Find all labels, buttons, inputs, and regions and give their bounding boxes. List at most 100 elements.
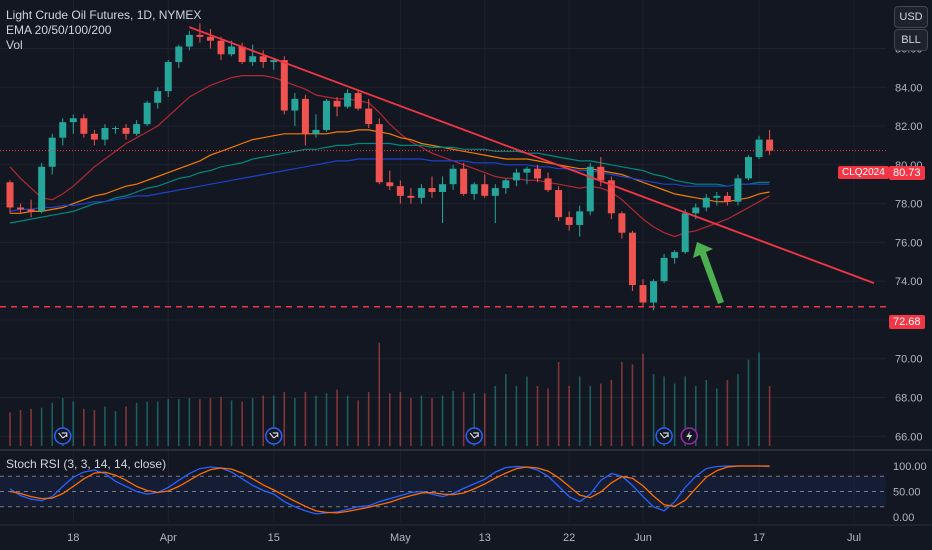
- volume-bar: [452, 390, 454, 446]
- candle-body: [439, 184, 447, 192]
- candle-body: [270, 60, 278, 63]
- candle-body: [6, 182, 14, 208]
- candle-body: [27, 209, 35, 212]
- candle-body: [228, 46, 236, 55]
- symbol-title[interactable]: Light Crude Oil Futures, 1D, NYMEX: [6, 8, 202, 22]
- candle-body: [122, 127, 130, 134]
- candle-body: [143, 102, 151, 125]
- candle-body: [196, 34, 204, 37]
- time-tick-label: 22: [563, 532, 575, 544]
- price-tick-label: 78.00: [895, 199, 923, 211]
- time-tick-label: May: [390, 532, 411, 544]
- volume-bar: [431, 398, 433, 446]
- unit-button[interactable]: BLL: [894, 29, 928, 51]
- volume-bar: [600, 383, 602, 446]
- event-markers[interactable]: [54, 427, 698, 445]
- volume-bar: [262, 395, 264, 446]
- volume-bar: [758, 352, 760, 446]
- candles: [6, 23, 774, 311]
- volume-bar: [589, 386, 592, 446]
- candle-body: [766, 139, 774, 151]
- volume-bar: [389, 393, 391, 446]
- candle-body: [734, 178, 742, 202]
- candle-body: [502, 180, 510, 189]
- volume-bar: [9, 412, 11, 446]
- candle-body: [407, 195, 415, 198]
- volume-bar: [167, 399, 170, 446]
- candle-body: [639, 285, 647, 303]
- lightning-glyph: [686, 431, 693, 441]
- candle-body: [428, 188, 436, 192]
- volume-bar: [72, 401, 75, 446]
- candle-body: [512, 172, 520, 181]
- volume-bar: [663, 376, 665, 446]
- event-glyph: [659, 432, 669, 439]
- event-glyph: [269, 432, 279, 439]
- candle-body: [491, 188, 499, 196]
- stoch-rsi-label[interactable]: Stoch RSI (3, 3, 14, 14, close): [6, 457, 167, 471]
- candle-body: [164, 62, 172, 92]
- volume-bar: [410, 398, 412, 446]
- ema-line-ema200: [9, 158, 770, 212]
- volume-bar: [51, 402, 53, 446]
- stoch-rsi-pane[interactable]: 100.00 50.00 0.00: [0, 461, 927, 524]
- candle-body: [660, 257, 668, 282]
- price-tick-label: 76.00: [895, 237, 923, 249]
- candle-body: [185, 34, 193, 47]
- volume-bar: [462, 392, 465, 446]
- event-glyph: [58, 432, 68, 439]
- volume-bar: [93, 410, 96, 446]
- candle-body: [449, 168, 457, 185]
- candle-body: [534, 168, 541, 179]
- candle-body: [59, 122, 67, 138]
- candle-body: [80, 118, 88, 134]
- candle-body: [249, 56, 257, 63]
- ema-line-ema20: [9, 75, 770, 238]
- volume-bar: [399, 392, 402, 446]
- candle-body: [301, 98, 309, 134]
- volume-bar: [283, 392, 286, 446]
- drawing-overlays[interactable]: [0, 26, 886, 308]
- candle-body: [112, 127, 119, 129]
- volume-bar: [220, 396, 222, 446]
- volume-bar: [156, 401, 159, 446]
- candle-body: [354, 93, 362, 109]
- candle-body: [280, 60, 288, 111]
- candle-body: [681, 213, 689, 253]
- candle-body: [713, 195, 721, 198]
- candle-body: [48, 137, 56, 167]
- candle-body: [90, 133, 98, 140]
- volume-bar: [325, 393, 328, 446]
- candle-body: [597, 166, 605, 181]
- volume-bar: [610, 380, 613, 446]
- volume-bar: [705, 380, 708, 446]
- candle-body: [323, 100, 330, 130]
- candle-body: [101, 127, 109, 140]
- volume-bar: [135, 402, 138, 446]
- ema-indicator-label[interactable]: EMA 20/50/100/200: [6, 23, 112, 37]
- time-tick-label: Apr: [160, 532, 177, 544]
- candle-body: [17, 207, 25, 210]
- volume-bar: [230, 400, 233, 446]
- volume-bar: [483, 393, 486, 446]
- volume-bar: [199, 399, 201, 446]
- currency-button[interactable]: USD: [894, 6, 928, 28]
- price-tick-label: 66.00: [895, 431, 923, 443]
- support-price-tag: 72.68: [889, 315, 925, 329]
- rsi-tick-label: 100.00: [893, 461, 927, 473]
- volume-bar: [441, 395, 444, 446]
- candle-body: [470, 184, 478, 194]
- volume-bar: [294, 398, 296, 446]
- volume-bar: [304, 392, 307, 446]
- candle-body: [344, 93, 352, 107]
- candle-body: [238, 46, 246, 63]
- axes: 86.0084.0082.0080.0078.0076.0074.0072.00…: [0, 43, 932, 544]
- volume-indicator-label[interactable]: Vol: [6, 38, 23, 52]
- dividend-event-icon: [655, 427, 673, 445]
- volume-bar: [642, 353, 644, 446]
- volume-bar: [367, 392, 370, 446]
- volume-bar: [104, 406, 106, 446]
- candle-body: [333, 100, 341, 107]
- candle-body: [259, 56, 267, 63]
